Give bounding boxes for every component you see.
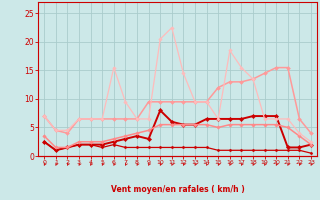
X-axis label: Vent moyen/en rafales ( km/h ): Vent moyen/en rafales ( km/h ) (111, 185, 244, 194)
